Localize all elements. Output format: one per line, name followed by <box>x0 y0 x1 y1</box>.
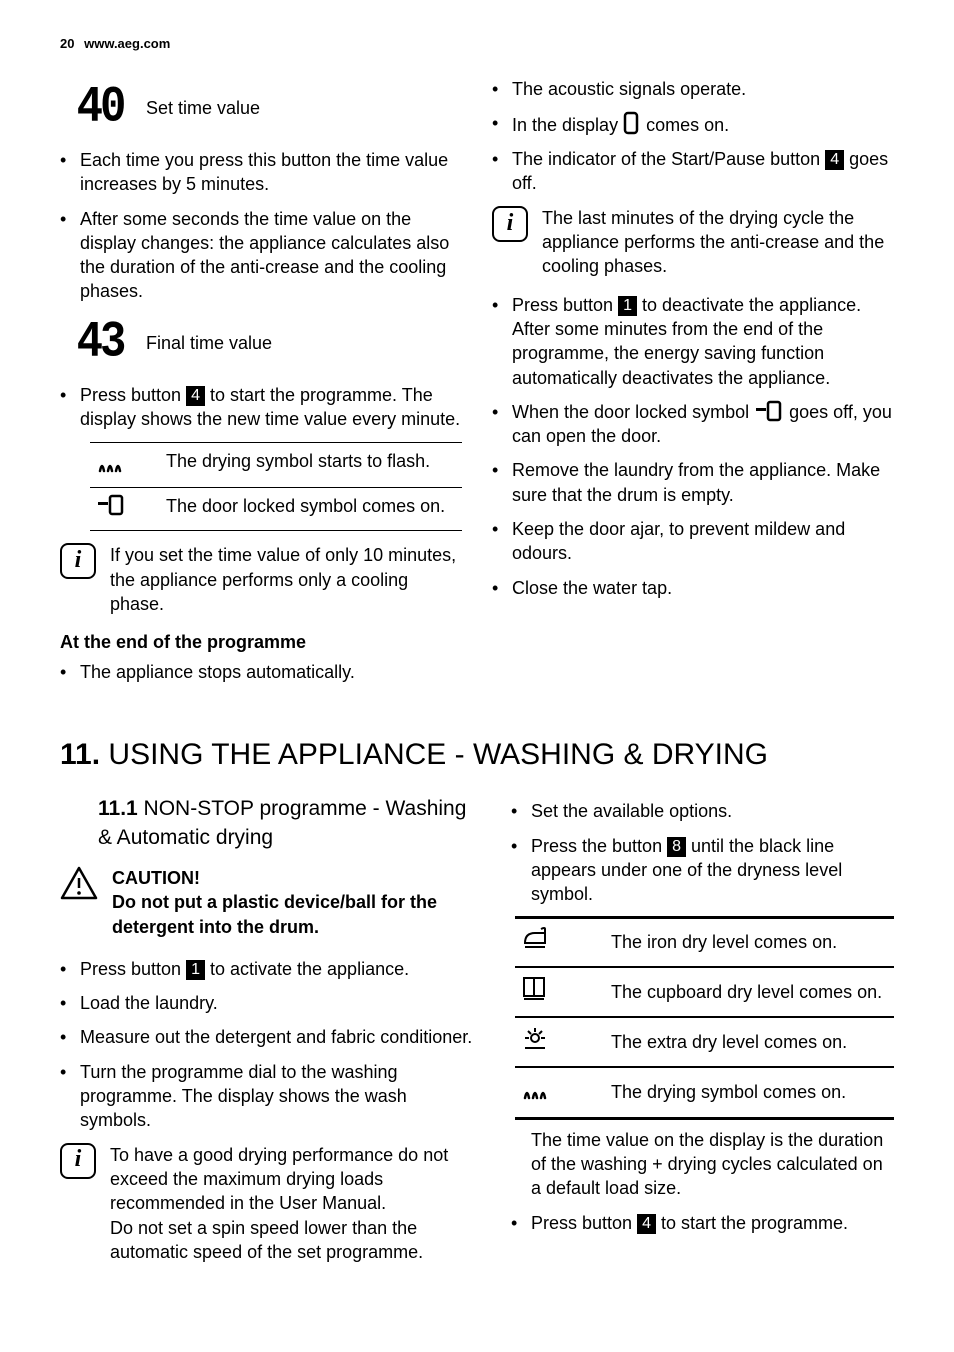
dryness-table: The iron dry level comes on. The cupboar… <box>515 916 894 1119</box>
iron-icon <box>515 918 605 967</box>
lock-icon <box>90 488 160 531</box>
top-columns: 40 Set time value Each time you press th… <box>60 73 894 695</box>
caution-icon <box>60 866 98 900</box>
after-table-text: The time value on the display is the dur… <box>511 1128 894 1201</box>
symbol-desc: The door locked symbol comes on. <box>160 488 462 531</box>
bullet: The acoustic signals operate. <box>492 77 894 101</box>
final-time-label: Final time value <box>146 331 272 355</box>
cupboard-icon <box>515 967 605 1017</box>
bullet: Press button 1 to activate the appliance… <box>60 957 481 981</box>
bullet: Remove the laundry from the appliance. M… <box>492 458 894 507</box>
info-note: i To have a good drying performance do n… <box>60 1143 481 1264</box>
page-number: 20 <box>60 36 74 51</box>
set-time-block: 40 Set time value <box>68 79 462 138</box>
subsection-heading: 11.1 NON-STOP programme - Washing & Auto… <box>60 795 481 852</box>
button-ref-4: 4 <box>637 1214 656 1234</box>
waves-icon <box>90 442 160 487</box>
section-11-heading: 11. USING THE APPLIANCE - WASHING & DRYI… <box>60 735 894 776</box>
caution-block: CAUTION! Do not put a plastic device/bal… <box>60 866 481 939</box>
bullet: Measure out the detergent and fabric con… <box>60 1025 481 1049</box>
button-ref-1: 1 <box>618 296 637 316</box>
header-url: www.aeg.com <box>84 36 170 51</box>
bullet: Each time you press this button the time… <box>60 148 462 197</box>
button-ref-4: 4 <box>825 150 844 170</box>
page-header: 20 www.aeg.com <box>60 35 894 53</box>
button-ref-1: 1 <box>186 960 205 980</box>
final-time-block: 43 Final time value <box>68 314 462 373</box>
bullet: Set the available options. <box>511 799 894 823</box>
section-11-columns: 11.1 NON-STOP programme - Washing & Auto… <box>60 795 894 1278</box>
set-time-label: Set time value <box>146 96 260 120</box>
info-icon: i <box>60 1143 96 1179</box>
dry-desc: The extra dry level comes on. <box>605 1017 894 1067</box>
right-column: The acoustic signals operate. In the dis… <box>492 73 894 695</box>
bullet: Press button 4 to start the programme. <box>511 1211 894 1235</box>
sun-icon <box>515 1017 605 1067</box>
symbol-desc: The drying symbol starts to flash. <box>160 442 462 487</box>
waves-icon <box>515 1067 605 1118</box>
bullet: Keep the door ajar, to prevent mildew an… <box>492 517 894 566</box>
caution-text: CAUTION! Do not put a plastic device/bal… <box>112 866 481 939</box>
bullet: Press button 4 to start the programme. T… <box>60 383 462 432</box>
bullet: The appliance stops automatically. <box>60 660 462 684</box>
sec11-right-column: Set the available options. Press the but… <box>511 795 894 1278</box>
bullet: The indicator of the Start/Pause button … <box>492 147 894 196</box>
dry-desc: The cupboard dry level comes on. <box>605 967 894 1017</box>
bullet: Press the button 8 until the black line … <box>511 834 894 907</box>
lock-icon <box>754 400 784 422</box>
dry-desc: The drying symbol comes on. <box>605 1067 894 1118</box>
end-heading: At the end of the programme <box>60 630 462 654</box>
bullet: In the display comes on. <box>492 111 894 137</box>
bullet: After some seconds the time value on the… <box>60 207 462 304</box>
final-time-display: 43 <box>68 309 132 377</box>
bullet: Close the water tap. <box>492 576 894 600</box>
info-text: If you set the time value of only 10 min… <box>110 543 462 616</box>
bullet: When the door locked symbol goes off, yo… <box>492 400 894 449</box>
dry-desc: The iron dry level comes on. <box>605 918 894 967</box>
sec11-left-column: 11.1 NON-STOP programme - Washing & Auto… <box>60 795 481 1278</box>
zero-icon <box>623 111 641 135</box>
info-note: i If you set the time value of only 10 m… <box>60 543 462 616</box>
info-text: To have a good drying performance do not… <box>110 1143 481 1264</box>
symbol-table: The drying symbol starts to flash. The d… <box>90 442 462 532</box>
info-icon: i <box>492 206 528 242</box>
info-icon: i <box>60 543 96 579</box>
button-ref-8: 8 <box>667 837 686 857</box>
set-time-display: 40 <box>68 74 132 142</box>
bullet: Load the laundry. <box>60 991 481 1015</box>
left-column: 40 Set time value Each time you press th… <box>60 73 462 695</box>
bullet: Press button 1 to deactivate the applian… <box>492 293 894 390</box>
bullet: Turn the programme dial to the washing p… <box>60 1060 481 1133</box>
info-text: The last minutes of the drying cycle the… <box>542 206 894 279</box>
info-note: i The last minutes of the drying cycle t… <box>492 206 894 279</box>
button-ref-4: 4 <box>186 386 205 406</box>
